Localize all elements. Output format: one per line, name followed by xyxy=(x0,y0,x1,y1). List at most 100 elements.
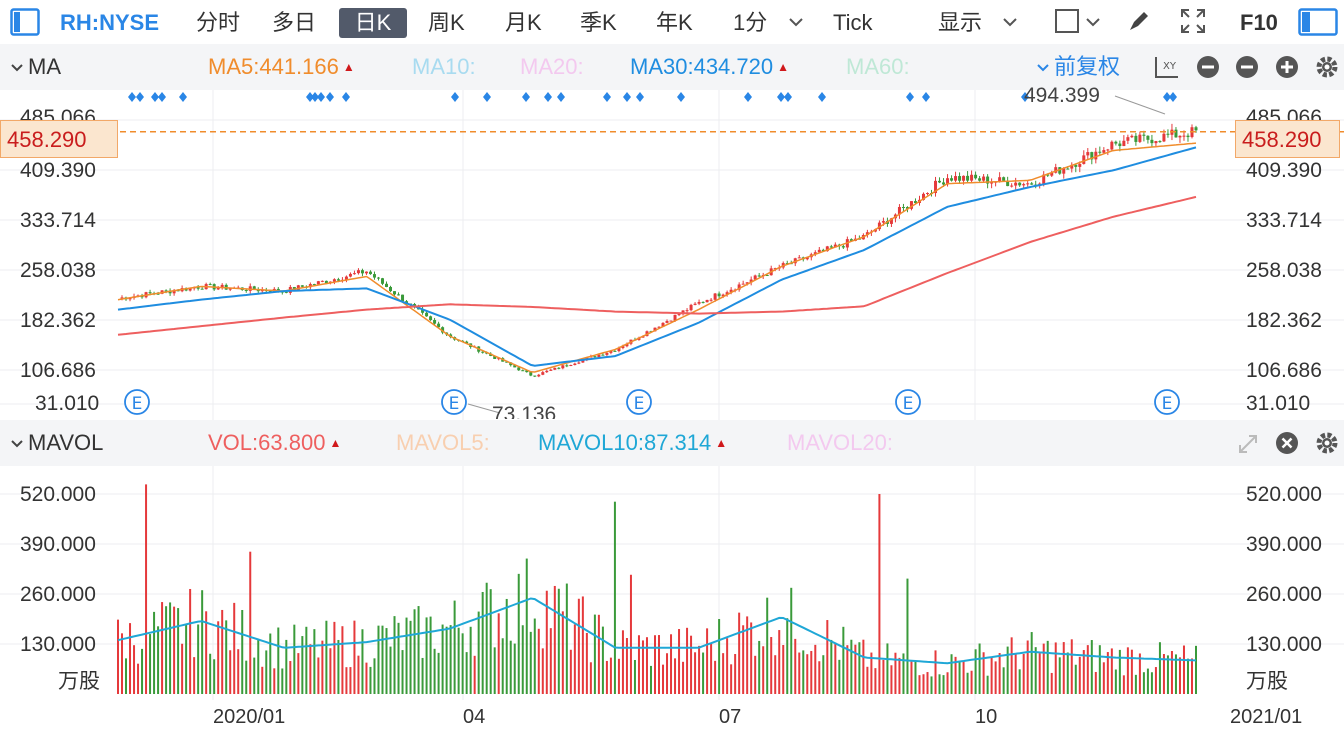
close-icon[interactable] xyxy=(1275,431,1299,455)
volume-bar xyxy=(1006,646,1009,694)
earnings-marker-icon xyxy=(1154,389,1180,415)
fullscreen-icon[interactable] xyxy=(1180,8,1206,34)
volume-bar xyxy=(978,643,981,694)
volume-bar xyxy=(962,660,965,694)
mavol-indicator-label[interactable]: MAVOL xyxy=(28,430,104,455)
candle-body xyxy=(1186,135,1190,138)
volume-bar xyxy=(1190,658,1193,694)
f10-button[interactable]: F10 xyxy=(1240,10,1278,35)
candle-body xyxy=(773,268,777,270)
tab-monthly-k[interactable]: 月K xyxy=(505,10,542,35)
panel-toggle-icon[interactable] xyxy=(1298,8,1338,36)
chevron-down-icon[interactable] xyxy=(1036,62,1050,74)
volume-bar xyxy=(581,596,584,694)
volume-bar xyxy=(497,613,500,694)
chevron-down-icon[interactable] xyxy=(1085,15,1101,29)
ma60-value: MA60: xyxy=(846,54,910,79)
volume-bar xyxy=(573,624,576,694)
chevron-down-icon[interactable] xyxy=(10,438,24,450)
xy-axis-icon[interactable]: XY xyxy=(1152,55,1180,81)
volume-bar xyxy=(846,645,849,694)
tab-duori[interactable]: 多日 xyxy=(272,10,317,35)
volume-bar xyxy=(365,662,368,694)
candle-body xyxy=(529,372,533,376)
volume-bar xyxy=(1186,658,1189,694)
pen-icon[interactable] xyxy=(1126,8,1152,34)
volume-tick: 130.000 xyxy=(20,633,96,656)
volume-bar xyxy=(593,614,596,694)
volume-bar xyxy=(1038,653,1041,694)
diamond-marker-icon xyxy=(342,92,350,102)
volume-bar xyxy=(922,674,925,694)
candle-body xyxy=(841,246,845,248)
candle-body xyxy=(1054,167,1058,173)
tab-weekly-k[interactable]: 周K xyxy=(428,10,465,35)
candle-body xyxy=(717,293,721,297)
candle-body xyxy=(1158,141,1162,143)
tab-quarterly-k[interactable]: 季K xyxy=(580,10,617,35)
candle-body xyxy=(120,297,124,299)
minimize-icon[interactable] xyxy=(1196,55,1220,79)
candle-body xyxy=(397,294,401,296)
volume-bar xyxy=(1114,669,1117,694)
volume-bar xyxy=(165,606,168,694)
volume-bar xyxy=(525,558,528,694)
price-tick: 182.362 xyxy=(20,309,96,332)
volume-bar xyxy=(842,626,845,694)
tab-tick[interactable]: Tick xyxy=(833,10,873,35)
candle-body xyxy=(913,201,917,203)
sidebar-toggle-icon[interactable] xyxy=(10,8,40,36)
volume-bar xyxy=(1034,647,1037,694)
candle-body xyxy=(1162,133,1166,142)
volume-tick: 390.000 xyxy=(20,533,96,556)
candle-body xyxy=(364,271,368,274)
candle-body xyxy=(942,182,946,185)
date-tick: 04 xyxy=(463,706,486,728)
candle-body xyxy=(881,221,885,223)
diamond-marker-icon xyxy=(306,92,314,102)
volume-bar xyxy=(1174,654,1177,694)
volume-bar xyxy=(585,632,588,694)
tab-yearly-k[interactable]: 年K xyxy=(656,10,693,35)
volume-bar xyxy=(878,494,881,694)
tab-fenshi[interactable]: 分时 xyxy=(196,10,241,35)
display-menu[interactable]: 显示 xyxy=(938,10,983,35)
volume-bar xyxy=(1090,640,1093,694)
gear-icon[interactable] xyxy=(1315,55,1339,79)
candle-body xyxy=(1178,135,1182,138)
candle-body xyxy=(741,283,745,285)
volume-bar xyxy=(397,622,400,694)
zoom-in-icon[interactable] xyxy=(1275,55,1299,79)
volume-bar xyxy=(305,626,308,694)
zoom-out-icon[interactable] xyxy=(1235,55,1259,79)
chevron-down-icon[interactable] xyxy=(10,62,24,74)
checkbox-icon[interactable] xyxy=(1055,9,1079,33)
volume-bar xyxy=(469,626,472,694)
tab-minute[interactable]: 1分 xyxy=(733,10,768,35)
tab-daily-k[interactable]: 日K xyxy=(339,8,407,38)
candle-body xyxy=(1042,174,1046,184)
gear-icon[interactable] xyxy=(1315,431,1339,455)
volume-bar xyxy=(1142,672,1145,694)
candle-body xyxy=(1174,129,1178,138)
candle-body xyxy=(296,285,300,291)
candle-body xyxy=(653,327,657,332)
volume-bar xyxy=(489,589,492,694)
candle-body xyxy=(1134,135,1138,142)
volume-bar xyxy=(1130,649,1133,694)
adjust-mode[interactable]: 前复权 xyxy=(1054,54,1121,79)
price-tick: 409.390 xyxy=(20,159,96,182)
volume-bar xyxy=(449,625,452,694)
volume-bar xyxy=(906,578,909,694)
candle-body xyxy=(308,284,312,288)
volume-bar xyxy=(678,629,681,694)
ma-legend-row: MA MA5:441.166 ▲ MA10: MA20: MA30:434.720… xyxy=(0,44,1344,90)
expand-icon[interactable] xyxy=(1236,432,1260,456)
chevron-down-icon[interactable] xyxy=(1002,15,1018,29)
ma-indicator-label[interactable]: MA xyxy=(28,54,61,79)
candle-body xyxy=(525,370,529,373)
volume-bar xyxy=(169,602,172,694)
chevron-down-icon[interactable] xyxy=(788,15,804,29)
candle-body xyxy=(429,316,433,321)
